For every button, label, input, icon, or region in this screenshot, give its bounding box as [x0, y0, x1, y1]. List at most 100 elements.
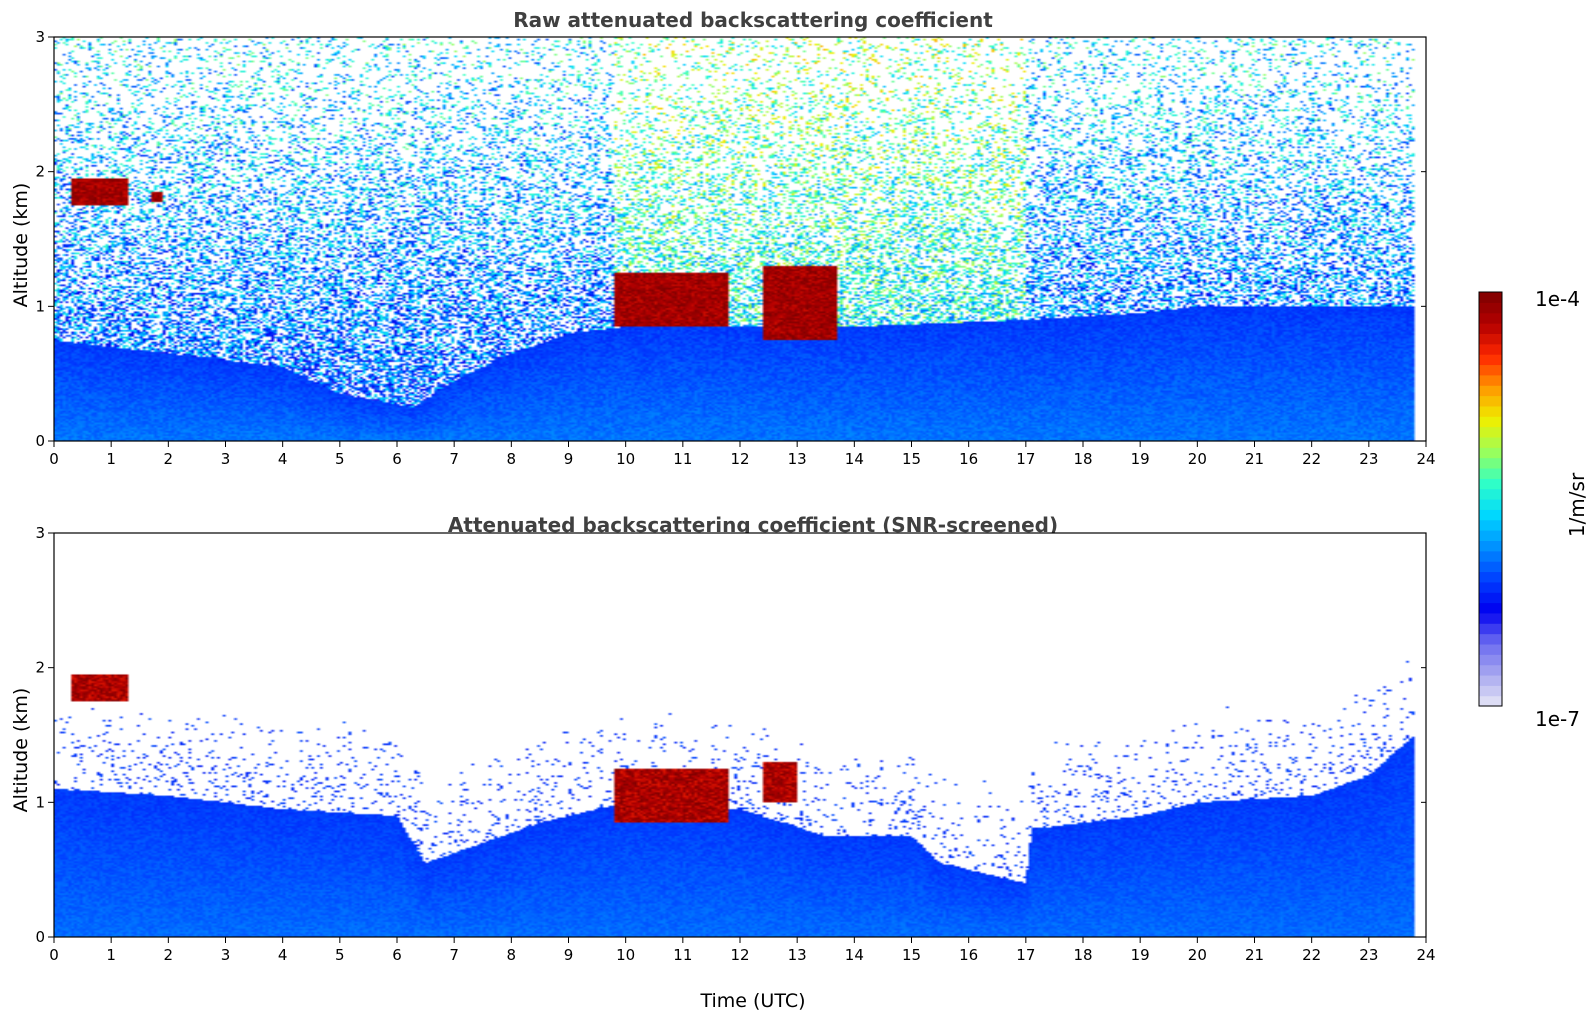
x-tick-label: 12 [730, 450, 749, 468]
colorbar-segment [1479, 540, 1502, 552]
colorbar-segment [1479, 581, 1502, 593]
x-tick-label: 3 [221, 450, 231, 468]
x-tick-label: 16 [959, 946, 978, 964]
x-tick-label: 19 [1131, 450, 1150, 468]
x-tick-label: 9 [564, 946, 574, 964]
screened-backscatter-panel: Attenuated backscattering coefficient (S… [10, 513, 1436, 1012]
colorbar-segment [1479, 457, 1502, 469]
y-tick-label: 3 [35, 28, 45, 46]
colorbar-segment [1479, 323, 1502, 334]
colorbar-max-label: 1e-4 [1535, 287, 1580, 311]
x-tick-label: 19 [1131, 946, 1150, 964]
x-tick-label: 22 [1302, 946, 1321, 964]
colorbar-segment [1479, 654, 1502, 666]
x-tick-label: 10 [616, 946, 635, 964]
colorbar-segment [1479, 550, 1502, 562]
colorbar-segment [1479, 364, 1502, 376]
colorbar-segment [1479, 664, 1502, 676]
colorbar-segment [1479, 478, 1502, 490]
colorbar-segment [1479, 633, 1502, 645]
colorbar-segment [1479, 519, 1502, 531]
x-tick-label: 17 [1016, 450, 1035, 468]
x-tick-label: 6 [392, 450, 402, 468]
x-tick-label: 14 [845, 450, 864, 468]
x-tick-label: 0 [49, 450, 59, 468]
x-tick-label: 10 [616, 450, 635, 468]
x-tick-label: 13 [788, 450, 807, 468]
colorbar-segment [1479, 695, 1502, 707]
heatmap-image [54, 533, 1426, 937]
x-tick-label: 6 [392, 946, 402, 964]
x-tick-label: 15 [902, 450, 921, 468]
x-tick-label: 18 [1073, 946, 1092, 964]
x-tick-label: 12 [730, 946, 749, 964]
y-tick-label: 3 [35, 524, 45, 542]
x-tick-label: 8 [507, 946, 517, 964]
raw-panel-title: Raw attenuated backscattering coefficien… [513, 8, 993, 32]
colorbar-segment [1479, 436, 1502, 448]
screened-panel-y-axis-label: Altitude (km) [10, 688, 32, 813]
x-tick-label: 20 [1188, 450, 1207, 468]
x-tick-label: 7 [449, 450, 459, 468]
colorbar-segment [1479, 354, 1502, 366]
x-tick-label: 8 [507, 450, 517, 468]
x-axis-label: Time (UTC) [699, 990, 805, 1012]
x-tick-label: 24 [1416, 450, 1435, 468]
colorbar-segment [1479, 602, 1502, 614]
colorbar-segment [1479, 674, 1502, 686]
x-tick-label: 15 [902, 946, 921, 964]
colorbar: 1e-4 1e-7 1/m/sr [1478, 287, 1589, 731]
colorbar-segment [1479, 488, 1502, 500]
colorbar-segment [1479, 292, 1502, 303]
x-tick-label: 5 [335, 450, 345, 468]
colorbar-frame [1478, 291, 1503, 707]
x-tick-label: 9 [564, 450, 574, 468]
x-tick-label: 3 [221, 946, 231, 964]
x-tick-label: 4 [278, 450, 288, 468]
x-tick-label: 23 [1359, 450, 1378, 468]
colorbar-segment [1479, 426, 1502, 438]
colorbar-segment [1479, 374, 1502, 386]
colorbar-segment [1479, 571, 1502, 583]
colorbar-segment [1479, 467, 1502, 479]
colorbar-segment [1479, 643, 1502, 655]
x-tick-label: 5 [335, 946, 345, 964]
colorbar-segment [1479, 405, 1502, 417]
y-tick-label: 1 [35, 297, 45, 315]
colorbar-segment [1479, 312, 1502, 324]
x-tick-label: 11 [673, 450, 692, 468]
x-tick-label: 23 [1359, 946, 1378, 964]
colorbar-segment [1479, 623, 1502, 635]
x-tick-label: 18 [1073, 450, 1092, 468]
y-tick-label: 0 [35, 928, 45, 946]
x-tick-label: 16 [959, 450, 978, 468]
raw-backscatter-panel: Raw attenuated backscattering coefficien… [10, 8, 1436, 468]
x-tick-label: 4 [278, 946, 288, 964]
x-tick-label: 17 [1016, 946, 1035, 964]
colorbar-unit-label: 1/m/sr [1565, 472, 1589, 537]
x-tick-label: 21 [1245, 946, 1264, 964]
colorbar-segment [1479, 530, 1502, 541]
colorbar-segment [1479, 612, 1502, 624]
colorbar-segment [1479, 385, 1502, 397]
colorbar-min-label: 1e-7 [1535, 707, 1580, 731]
x-tick-label: 13 [788, 946, 807, 964]
colorbar-segment [1479, 395, 1502, 407]
colorbar-segment [1479, 561, 1502, 573]
colorbar-segment [1479, 416, 1502, 428]
colorbar-segment [1479, 509, 1502, 521]
colorbar-segment [1479, 685, 1502, 697]
x-tick-label: 1 [106, 946, 116, 964]
x-tick-label: 2 [164, 946, 174, 964]
y-tick-label: 2 [35, 659, 45, 677]
colorbar-segment [1479, 499, 1502, 510]
colorbar-segment [1479, 592, 1502, 604]
colorbar-segment [1479, 302, 1502, 314]
x-tick-label: 2 [164, 450, 174, 468]
x-tick-label: 22 [1302, 450, 1321, 468]
x-tick-label: 0 [49, 946, 59, 964]
y-tick-label: 2 [35, 163, 45, 181]
x-tick-label: 11 [673, 946, 692, 964]
x-tick-label: 20 [1188, 946, 1207, 964]
